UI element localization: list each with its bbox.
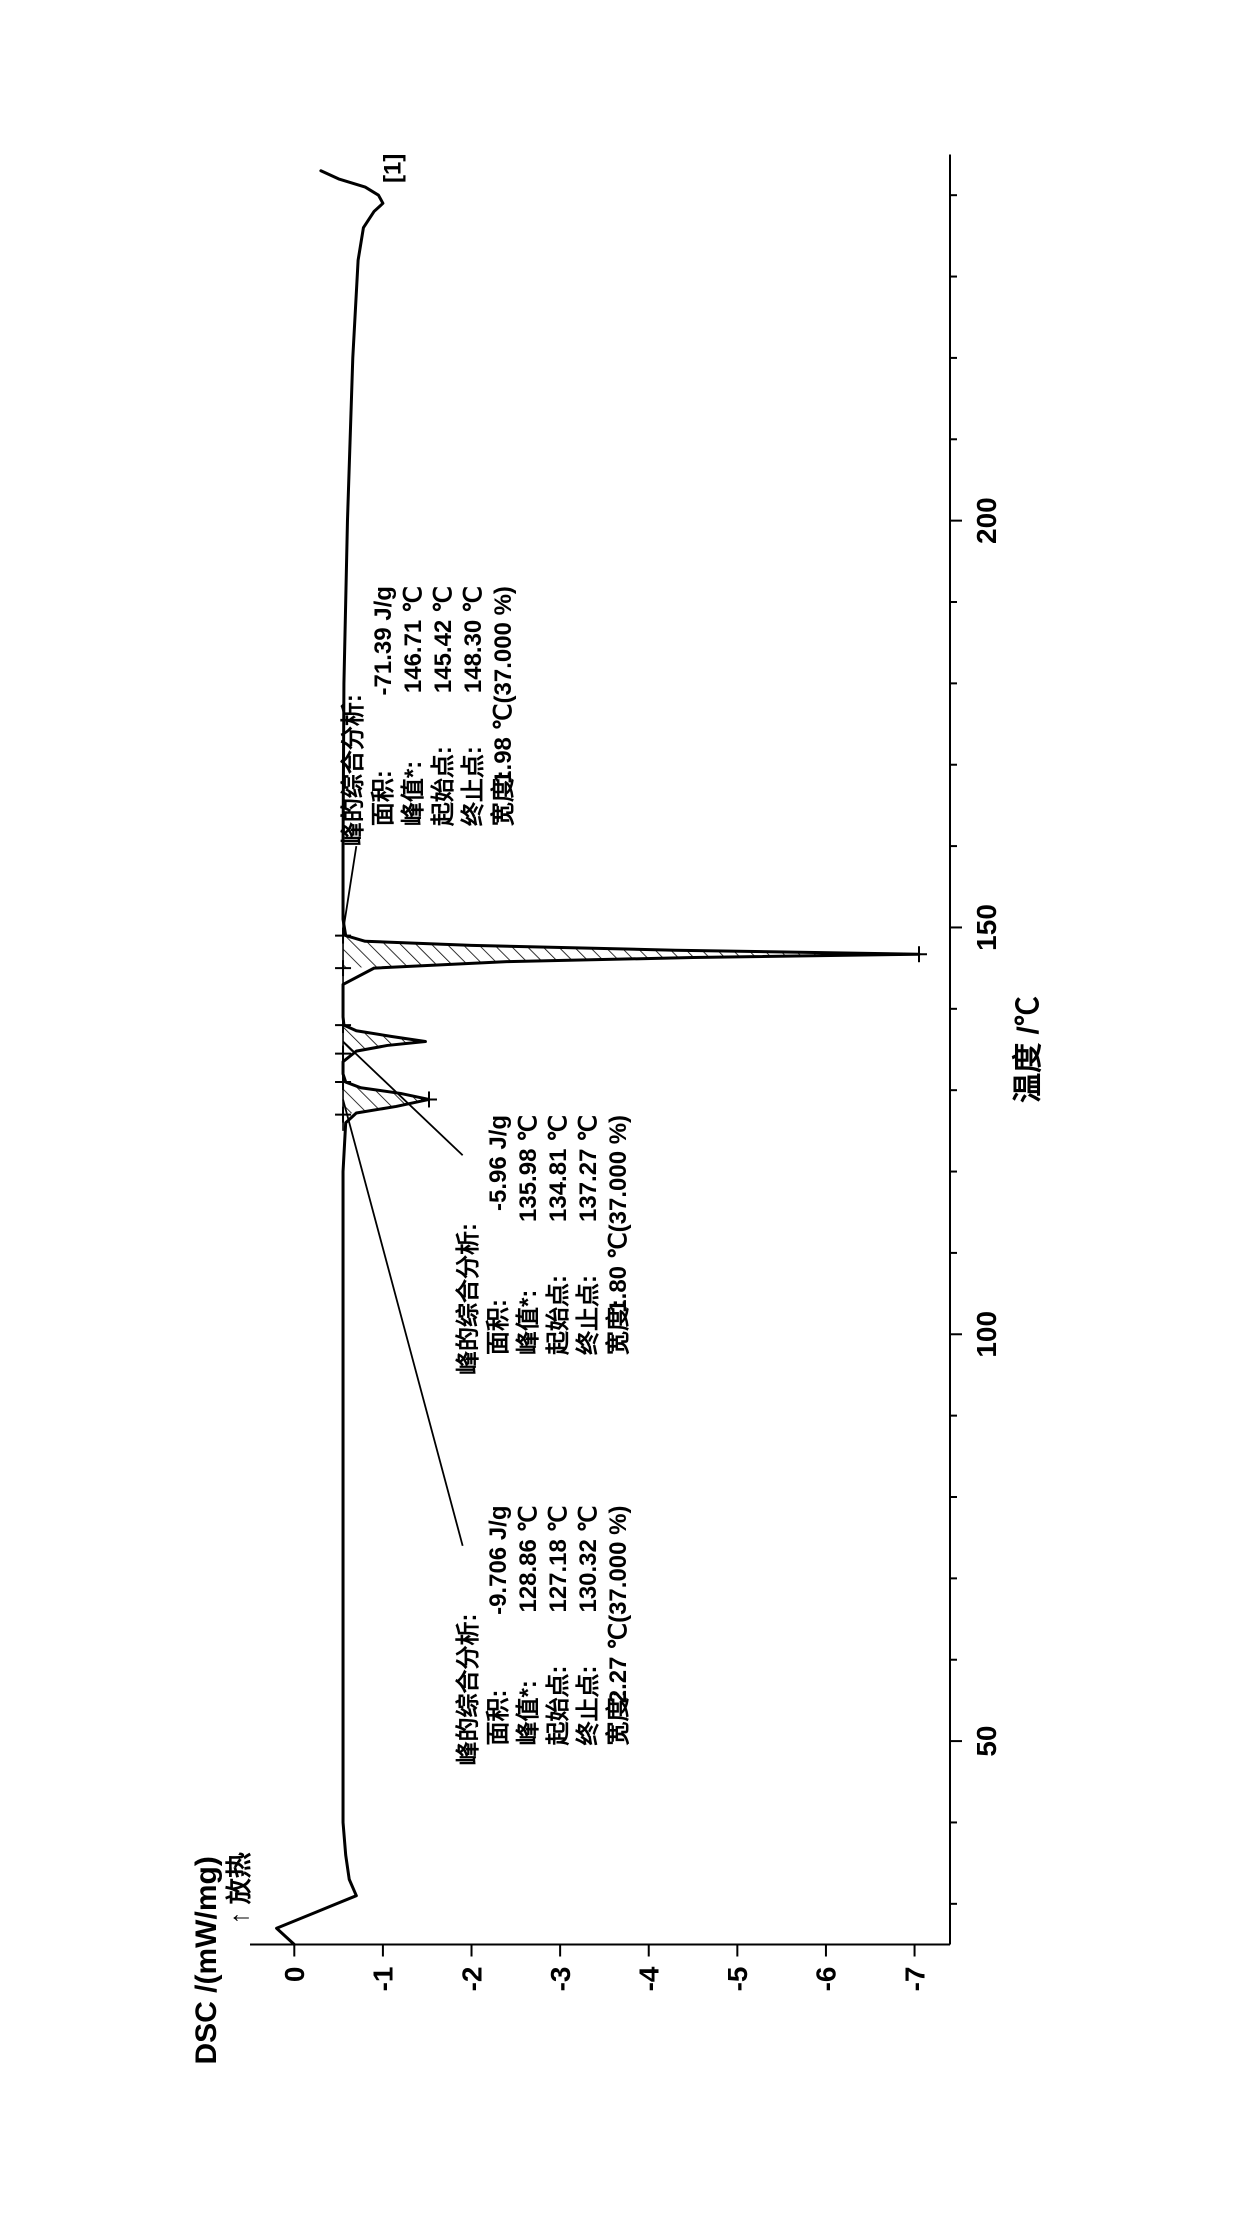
y-tick-label: -5 [722, 1967, 753, 1992]
y-tick-label: -2 [456, 1967, 487, 1992]
dsc-chart: 50 100 150 200 温度 /℃ 0 -1 -2 -3 -4 -5 -6 -7 DSC /(mW/… [0, 0, 1240, 2229]
peak-row-label: 起始点: [430, 746, 457, 827]
peak-annotation-title: 峰的综合分析: [339, 694, 367, 846]
peak-row-label: 峰值*: [514, 1680, 542, 1745]
x-tick-label: 100 [971, 1311, 1002, 1358]
x-tick-label: 200 [971, 497, 1002, 544]
peak-row-label: 峰值*: [399, 761, 427, 826]
peak-annotation: 峰的综合分析:面积: -5.96 J/g 峰值*: 135.98 ℃ 起始点: 134.8… [454, 1115, 632, 1375]
peak-annotation-title: 峰的综合分析: [454, 1223, 482, 1375]
peak-row-label: 面积: [370, 770, 397, 826]
peak-row-label: 面积: [485, 1299, 512, 1355]
peak-row-label: 终止点: [459, 746, 487, 826]
peak-row-value: 1.80 ℃(37.000 %) [605, 1115, 632, 1313]
x-axis-title: 温度 /℃ [1012, 996, 1045, 1103]
y-tick-label: -7 [899, 1967, 930, 1992]
peak-row-value: 146.71 ℃ [400, 586, 427, 693]
peak-row-value: -5.96 J/g [485, 1115, 512, 1211]
peak-row-value: 134.81 ℃ [545, 1115, 572, 1222]
peak-row-value: 128.86 ℃ [515, 1506, 542, 1613]
series-label: [1] [379, 154, 406, 183]
peak-row-label: 起始点: [545, 1275, 572, 1356]
peak-row-value: 148.30 ℃ [460, 586, 487, 693]
peak-row-value: 145.42 ℃ [430, 586, 457, 693]
peak-row-value: 137.27 ℃ [575, 1115, 602, 1222]
peak-row-label: 峰值*: [514, 1290, 542, 1355]
y-axis-title: DSC /(mW/mg) [190, 1856, 223, 2064]
peak-annotation: 峰的综合分析:面积: -71.39 J/g 峰值*: 146.71 ℃ 起始点: 145.… [339, 586, 517, 846]
x-tick-label: 150 [971, 904, 1002, 951]
x-tick-label: 50 [971, 1726, 1002, 1757]
plot-rotated: 50 100 150 200 温度 /℃ 0 -1 -2 -3 -4 -5 -6 -7 DSC /(mW/… [190, 154, 1045, 2065]
peak-row-label: 终止点: [574, 1666, 602, 1746]
leader-line [343, 846, 356, 931]
peak-row-value: 135.98 ℃ [515, 1115, 542, 1222]
peak-row-label: 面积: [485, 1690, 512, 1746]
y-tick-label: -6 [811, 1967, 842, 1992]
peak-row-label: 终止点: [574, 1275, 602, 1355]
peak-row-label: 起始点: [545, 1666, 572, 1747]
y-tick-label: -1 [368, 1967, 399, 1992]
peak-row-value: 2.27 ℃(37.000 %) [605, 1506, 632, 1704]
peak-annotation-title: 峰的综合分析: [454, 1614, 482, 1766]
peak-annotation: 峰的综合分析:面积: -9.706 J/g 峰值*: 128.86 ℃ 起始点: 127.… [454, 1506, 632, 1766]
peak-row-value: 1.98 ℃(37.000 %) [490, 586, 517, 784]
exo-arrow-label: ↑ 放热 [224, 1852, 254, 1924]
y-tick-label: 0 [279, 1967, 310, 1983]
leader-line [343, 1099, 463, 1545]
peak-row-value: -9.706 J/g [485, 1506, 512, 1615]
y-tick-label: -4 [634, 1966, 665, 1991]
peak-row-value: 127.18 ℃ [545, 1506, 572, 1613]
peak-row-value: 130.32 ℃ [575, 1506, 602, 1613]
y-tick-label: -3 [545, 1967, 576, 1992]
peak-row-value: -71.39 J/g [370, 586, 397, 695]
